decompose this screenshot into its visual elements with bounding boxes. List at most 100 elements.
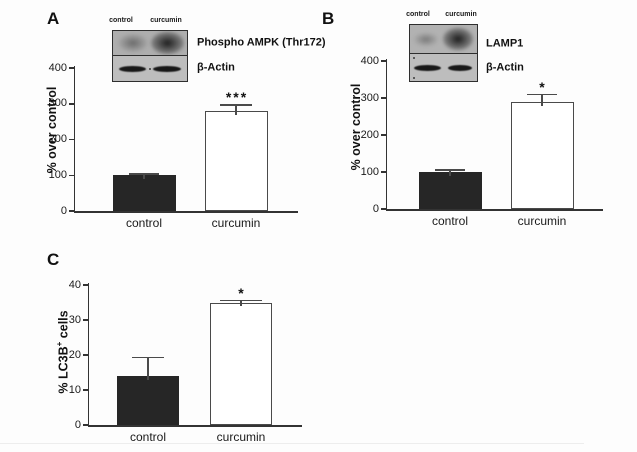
- blot-a-actin-control-band: [118, 65, 146, 72]
- y-axis-tick: [69, 138, 75, 141]
- x-category-label: control: [125, 216, 163, 230]
- y-axis-tick: [381, 60, 387, 62]
- y-axis-tick: [381, 97, 387, 99]
- error-bar-cap: [220, 104, 252, 106]
- y-tick-label: 0: [372, 202, 379, 215]
- blot-a-lane-control-label: control: [109, 17, 133, 24]
- blot-b-actin-control-band: [414, 64, 441, 71]
- error-bar-cap: [435, 169, 465, 171]
- blot-a-speck: [148, 68, 151, 70]
- y-axis-tick: [381, 171, 387, 173]
- error-bar-cap: [220, 299, 262, 302]
- y-axis-title: % over control: [348, 83, 363, 171]
- y-axis-tick: [83, 319, 89, 321]
- blot-b-lane-curcumin-label: curcumin: [445, 11, 477, 18]
- x-axis: [385, 209, 603, 211]
- y-axis-tick: [83, 354, 89, 356]
- blot-b-lamp1-lane-strip: [410, 25, 477, 54]
- blot-b-actin-label: β-Actin: [486, 61, 524, 74]
- blot-a-actin-label: β-Actin: [197, 61, 235, 74]
- y-tick-label: 300: [48, 97, 67, 110]
- y-tick-label: 300: [360, 91, 379, 104]
- blot-b-actin-lane-strip: [410, 54, 477, 81]
- y-axis-tick: [83, 284, 89, 286]
- bar-curcumin: [210, 302, 272, 425]
- y-axis-title-part: % LC3B: [56, 346, 71, 394]
- error-bar-stem: [147, 356, 149, 380]
- blot-a-lane-curcumin-label: curcumin: [150, 17, 182, 24]
- y-axis-tick: [69, 210, 75, 212]
- x-category-label: control: [431, 214, 469, 228]
- error-bar-cap: [527, 93, 557, 96]
- y-axis-tick: [381, 134, 387, 136]
- x-category-label: curcumin: [211, 216, 261, 230]
- bar-control: [117, 376, 179, 425]
- blot-a-phospho-ampk-label: Phospho AMPK (Thr172): [197, 36, 326, 49]
- bar-curcumin: [510, 101, 574, 209]
- y-axis-title: % over control: [44, 86, 59, 174]
- y-tick-label: 200: [360, 128, 379, 141]
- panel-letter-b: B: [322, 9, 335, 28]
- panel-letter-a: A: [47, 9, 60, 28]
- blot-b-lamp1-label: LAMP1: [486, 37, 524, 50]
- significance-marker: *: [539, 78, 547, 95]
- significance-marker: ***: [225, 89, 249, 106]
- error-bar-stem: [143, 173, 145, 180]
- y-tick-label: 40: [68, 278, 81, 291]
- error-bar-cap: [132, 356, 164, 359]
- blot-a-control-band-smudge: [116, 33, 149, 53]
- blot-b-curcumin-band-smudge: [442, 26, 475, 52]
- error-bar-stem: [235, 104, 237, 115]
- y-axis-title-part: cells: [56, 310, 71, 342]
- y-axis-tick: [69, 103, 75, 105]
- western-blot-b: [409, 24, 478, 82]
- y-axis-tick: [381, 208, 387, 210]
- y-axis: [73, 66, 75, 213]
- blot-b-control-band-smudge: [412, 32, 440, 48]
- blot-a-actin-curcumin-band: [152, 65, 182, 72]
- y-axis: [87, 283, 89, 427]
- blot-b-actin-curcumin-band: [447, 64, 472, 71]
- y-axis-tick: [69, 67, 75, 69]
- x-axis: [87, 425, 302, 427]
- y-tick-label: 400: [48, 61, 67, 74]
- y-axis-title: % LC3B+ cells: [55, 310, 71, 394]
- western-blot-a: [112, 30, 188, 82]
- error-bar-stem: [240, 299, 242, 307]
- bar-control: [112, 175, 176, 211]
- y-axis-tick: [83, 389, 89, 391]
- blot-a-phospho-ampk-lane-strip: [113, 31, 187, 56]
- blot-b-speck-top: [412, 56, 415, 59]
- bar-curcumin: [204, 110, 268, 211]
- y-axis-tick: [83, 424, 89, 426]
- bar-control: [418, 172, 482, 209]
- y-tick-label: 100: [48, 168, 67, 181]
- error-bar-stem: [541, 93, 543, 106]
- blot-b-lane-control-label: control: [406, 11, 430, 18]
- x-category-label: curcumin: [216, 430, 266, 444]
- x-category-label: control: [129, 430, 167, 444]
- y-tick-label: 0: [60, 204, 67, 217]
- error-bar-stem: [449, 169, 451, 176]
- significance-marker: *: [238, 284, 246, 301]
- y-tick-label: 200: [48, 133, 67, 145]
- y-axis: [385, 59, 387, 211]
- y-tick-label: 0: [74, 418, 81, 431]
- blot-a-curcumin-band-smudge: [150, 31, 185, 55]
- y-tick-label: 400: [360, 54, 379, 67]
- figure-bottom-border: [0, 443, 584, 444]
- y-tick-label: 30: [68, 313, 81, 326]
- blot-b-speck-bottom: [412, 76, 415, 79]
- x-axis: [73, 211, 298, 213]
- panel-letter-c: C: [47, 250, 60, 269]
- blot-a-actin-lane-strip: [113, 56, 187, 81]
- y-axis-title-part: +: [55, 341, 65, 347]
- x-category-label: curcumin: [517, 214, 567, 228]
- error-bar-cap: [129, 173, 159, 175]
- y-tick-label: 20: [68, 348, 81, 361]
- y-axis-tick: [69, 174, 75, 176]
